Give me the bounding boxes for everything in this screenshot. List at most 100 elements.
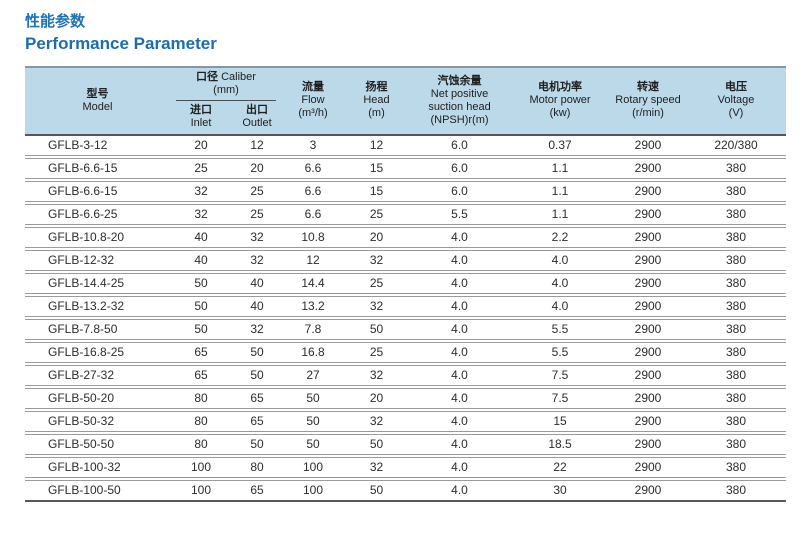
col-header-outlet: 出口 Outlet xyxy=(232,101,283,135)
value-cell: 2900 xyxy=(610,134,687,159)
value-cell: 20 xyxy=(170,134,232,159)
col-header-voltage: 电压 Voltage (V) xyxy=(686,67,787,135)
page-title-en: Performance Parameter xyxy=(25,34,217,53)
value-cell: 1.1 xyxy=(510,157,611,182)
value-cell: 32 xyxy=(232,249,283,274)
value-cell: 380 xyxy=(686,157,787,182)
col-header-rotary-speed: 转速 Rotary speed (r/min) xyxy=(610,67,687,135)
table-row: GFLB-6.6-15 32 25 6.6 15 6.0 1.1 2900 380 xyxy=(25,180,787,205)
col-header-model-zh: 型号 xyxy=(86,87,109,100)
value-cell: 380 xyxy=(686,479,787,502)
table-row: GFLB-27-32 65 50 27 32 4.0 7.5 2900 380 xyxy=(25,364,787,389)
col-header-inlet: 进口 Inlet xyxy=(170,101,232,135)
value-cell: 13.2 xyxy=(282,295,345,320)
value-cell: 65 xyxy=(232,387,283,412)
value-cell: 2900 xyxy=(610,456,687,481)
value-cell: 0.37 xyxy=(510,134,611,159)
page-header: 性能参数 Performance Parameter xyxy=(0,0,800,55)
col-header-head: 扬程 Head (m) xyxy=(344,67,410,135)
value-cell: 3 xyxy=(282,134,345,159)
table-row: GFLB-16.8-25 65 50 16.8 25 4.0 5.5 2900 380 xyxy=(25,341,787,366)
value-cell: 4.0 xyxy=(409,479,511,502)
model-cell: GFLB-13.2-32 xyxy=(25,295,170,320)
value-cell: 2900 xyxy=(610,203,687,228)
value-cell: 380 xyxy=(686,341,787,366)
value-cell: 50 xyxy=(282,410,345,435)
value-cell: 6.6 xyxy=(282,157,345,182)
value-cell: 4.0 xyxy=(510,249,611,274)
value-cell: 380 xyxy=(686,203,787,228)
value-cell: 50 xyxy=(344,433,410,458)
value-cell: 50 xyxy=(282,387,345,412)
value-cell: 2900 xyxy=(610,433,687,458)
value-cell: 4.0 xyxy=(409,272,511,297)
col-header-model: 型号 Model xyxy=(25,67,170,135)
value-cell: 4.0 xyxy=(409,295,511,320)
model-cell: GFLB-100-50 xyxy=(25,479,170,502)
value-cell: 4.0 xyxy=(409,341,511,366)
performance-parameter-table: 型号 Model 口径 Caliber (mm) 流量 Flow (m³/h) … xyxy=(25,66,787,502)
value-cell: 20 xyxy=(232,157,283,182)
value-cell: 380 xyxy=(686,272,787,297)
value-cell: 2900 xyxy=(610,318,687,343)
value-cell: 25 xyxy=(344,341,410,366)
value-cell: 32 xyxy=(344,295,410,320)
value-cell: 7.5 xyxy=(510,387,611,412)
value-cell: 80 xyxy=(170,433,232,458)
col-header-model-en: Model xyxy=(82,100,113,113)
value-cell: 40 xyxy=(170,249,232,274)
table-row: GFLB-10.8-20 40 32 10.8 20 4.0 2.2 2900 380 xyxy=(25,226,787,251)
value-cell: 380 xyxy=(686,410,787,435)
value-cell: 4.0 xyxy=(409,387,511,412)
value-cell: 380 xyxy=(686,295,787,320)
table-row: GFLB-12-32 40 32 12 32 4.0 4.0 2900 380 xyxy=(25,249,787,274)
table-row: GFLB-6.6-25 32 25 6.6 25 5.5 1.1 2900 380 xyxy=(25,203,787,228)
value-cell: 50 xyxy=(170,272,232,297)
value-cell: 25 xyxy=(232,180,283,205)
value-cell: 32 xyxy=(344,364,410,389)
value-cell: 4.0 xyxy=(409,410,511,435)
value-cell: 4.0 xyxy=(409,318,511,343)
caliber-group: 口径 Caliber (mm) xyxy=(176,71,277,101)
table-row: GFLB-50-50 80 50 50 50 4.0 18.5 2900 380 xyxy=(25,433,787,458)
value-cell: 50 xyxy=(344,318,410,343)
value-cell: 2900 xyxy=(610,479,687,502)
value-cell: 2900 xyxy=(610,226,687,251)
value-cell: 25 xyxy=(232,203,283,228)
page-title-zh: 性能参数 xyxy=(25,13,86,30)
value-cell: 15 xyxy=(344,180,410,205)
value-cell: 30 xyxy=(510,479,611,502)
value-cell: 15 xyxy=(510,410,611,435)
value-cell: 100 xyxy=(282,456,345,481)
value-cell: 25 xyxy=(344,272,410,297)
value-cell: 65 xyxy=(170,341,232,366)
value-cell: 40 xyxy=(232,272,283,297)
value-cell: 100 xyxy=(170,479,232,502)
value-cell: 100 xyxy=(170,456,232,481)
value-cell: 2900 xyxy=(610,341,687,366)
value-cell: 380 xyxy=(686,387,787,412)
value-cell: 6.0 xyxy=(409,180,511,205)
value-cell: 32 xyxy=(344,456,410,481)
value-cell: 50 xyxy=(170,318,232,343)
model-cell: GFLB-6.6-15 xyxy=(25,157,170,182)
model-cell: GFLB-6.6-15 xyxy=(25,180,170,205)
value-cell: 32 xyxy=(232,318,283,343)
value-cell: 6.6 xyxy=(282,180,345,205)
col-header-caliber: 口径 Caliber (mm) xyxy=(170,67,283,101)
value-cell: 2900 xyxy=(610,410,687,435)
value-cell: 27 xyxy=(282,364,345,389)
value-cell: 2.2 xyxy=(510,226,611,251)
model-cell: GFLB-50-20 xyxy=(25,387,170,412)
value-cell: 80 xyxy=(232,456,283,481)
value-cell: 20 xyxy=(344,226,410,251)
value-cell: 4.0 xyxy=(510,272,611,297)
value-cell: 22 xyxy=(510,456,611,481)
model-cell: GFLB-3-12 xyxy=(25,134,170,159)
header-row-2: 进口 Inlet 出口 Outlet xyxy=(25,101,786,135)
value-cell: 50 xyxy=(232,341,283,366)
value-cell: 32 xyxy=(344,249,410,274)
value-cell: 4.0 xyxy=(409,456,511,481)
value-cell: 18.5 xyxy=(510,433,611,458)
